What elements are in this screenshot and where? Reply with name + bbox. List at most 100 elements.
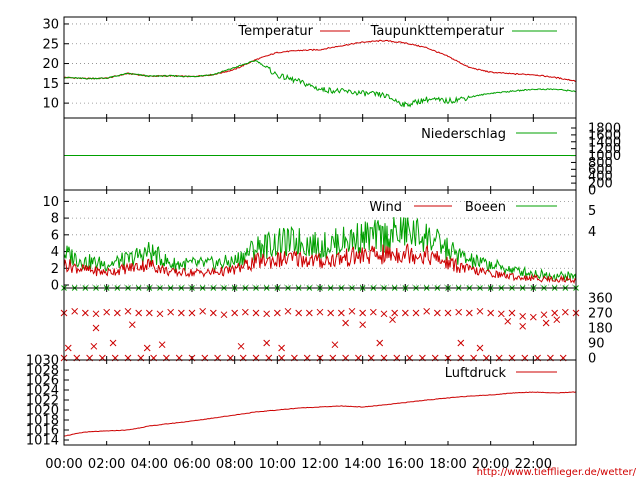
right-tick-label: 400 bbox=[588, 170, 613, 185]
direction-point bbox=[508, 309, 516, 317]
direction-point bbox=[145, 309, 153, 317]
x-tick-label: 20:00 bbox=[472, 457, 509, 472]
direction-point bbox=[295, 309, 303, 317]
direction-point bbox=[465, 309, 473, 317]
direction-point bbox=[209, 309, 217, 317]
direction-point bbox=[369, 308, 377, 316]
y-tick-label: 1030 bbox=[26, 354, 59, 369]
panel-frame bbox=[63, 287, 577, 361]
footer-url[interactable]: http://www.tiefflieger.de/wetter/ bbox=[477, 467, 637, 478]
y-tick-label: 1026 bbox=[26, 374, 59, 389]
direction-point bbox=[561, 308, 569, 316]
direction-point bbox=[71, 307, 79, 315]
x-tick-label: 08:00 bbox=[216, 457, 253, 472]
direction-point bbox=[103, 308, 111, 316]
direction-point bbox=[457, 339, 465, 347]
direction-point bbox=[263, 310, 271, 318]
legend-boeen: Boeen bbox=[465, 200, 506, 215]
wind-panel: Wind Boeen 0 2 4 68 10 5 4 bbox=[42, 190, 596, 294]
direction-point bbox=[124, 307, 132, 315]
direction-point bbox=[284, 307, 292, 315]
x-tick-label: 12:00 bbox=[301, 457, 338, 472]
y-tick-label: 1020 bbox=[26, 404, 59, 419]
direction-point bbox=[81, 309, 89, 317]
right-tick-label: 90 bbox=[588, 337, 605, 352]
y-tick-label: 6 bbox=[51, 228, 59, 243]
direction-point bbox=[143, 344, 151, 352]
direction-point bbox=[327, 309, 335, 317]
direction-point bbox=[389, 316, 396, 324]
direction-point bbox=[455, 308, 463, 316]
plot-frames bbox=[63, 16, 577, 446]
direction-point bbox=[92, 310, 100, 318]
direction-point bbox=[412, 309, 420, 317]
y-tick-label: 15 bbox=[42, 77, 59, 92]
direction-point bbox=[252, 309, 260, 317]
legend-luftdruck: Luftdruck bbox=[445, 366, 507, 381]
direction-point bbox=[135, 309, 143, 317]
direction-point bbox=[423, 307, 431, 315]
y-tick-label: 4 bbox=[51, 245, 59, 260]
direction-point bbox=[519, 322, 527, 330]
panel-frame bbox=[63, 359, 577, 446]
direction-point bbox=[113, 309, 121, 317]
legend-temperatur: Temperatur bbox=[237, 24, 313, 39]
direction-point bbox=[199, 307, 207, 315]
direction-point bbox=[237, 342, 245, 350]
direction-point bbox=[444, 309, 452, 317]
x-tick-label: 00:00 bbox=[45, 457, 82, 472]
x-tick-label: 22:00 bbox=[515, 457, 552, 472]
right-tick-label: 800 bbox=[588, 156, 613, 171]
direction-point bbox=[109, 339, 117, 347]
direction-point bbox=[156, 310, 164, 318]
y-tick-label: 1024 bbox=[26, 384, 59, 399]
direction-point bbox=[342, 319, 349, 327]
direction-point bbox=[316, 308, 324, 316]
direction-point bbox=[220, 311, 228, 319]
direction-point bbox=[331, 341, 339, 349]
pressure-panel: Luftdruck 101410161018102010221024102610… bbox=[26, 354, 577, 449]
x-tick-label: 04:00 bbox=[131, 457, 168, 472]
direction-point bbox=[476, 344, 484, 352]
right-tick-label: 360 bbox=[588, 292, 613, 307]
direction-point bbox=[64, 344, 72, 352]
direction-point bbox=[273, 309, 281, 317]
precipitation-panel: Niederschlag 020040060080010001200140016… bbox=[63, 118, 621, 199]
x-tick-label: 10:00 bbox=[259, 457, 296, 472]
legend-taupunkttemperatur: Taupunkttemperatur bbox=[370, 24, 505, 39]
direction-point bbox=[504, 317, 512, 325]
y-tick-label: 2 bbox=[51, 262, 59, 277]
right-tick-label: 1200 bbox=[588, 142, 621, 157]
direction-point bbox=[359, 321, 367, 329]
direction-point bbox=[241, 308, 249, 316]
y-tick-label: 10 bbox=[42, 97, 59, 112]
direction-point bbox=[177, 309, 185, 317]
right-tick-label: 0 bbox=[588, 184, 596, 199]
y-tick-label: 8 bbox=[51, 212, 59, 227]
direction-point bbox=[167, 308, 175, 316]
x-tick-label: 14:00 bbox=[344, 457, 381, 472]
direction-point bbox=[128, 321, 136, 329]
x-tick-label: 16:00 bbox=[387, 457, 424, 472]
boeen-line bbox=[63, 217, 577, 283]
direction-point bbox=[391, 309, 399, 317]
y-tick-label: 1016 bbox=[26, 424, 59, 439]
legend-wind: Wind bbox=[369, 200, 402, 215]
direction-point bbox=[529, 313, 537, 321]
direction-point bbox=[540, 311, 548, 319]
luftdruck-line bbox=[63, 391, 577, 437]
direction-point bbox=[231, 309, 239, 317]
x-tick-label: 02:00 bbox=[88, 457, 125, 472]
right-tick-label: 1400 bbox=[588, 135, 621, 150]
y-tick-label: 0 bbox=[51, 279, 59, 294]
right-tick-label: 1600 bbox=[588, 128, 621, 143]
direction-point bbox=[90, 342, 98, 350]
right-tick-label: 600 bbox=[588, 163, 613, 178]
right-tick-label: 4 bbox=[588, 225, 596, 240]
y-tick-label: 30 bbox=[42, 17, 59, 32]
direction-point bbox=[433, 309, 441, 317]
y-tick-label: 1028 bbox=[26, 364, 59, 379]
y-tick-label: 1022 bbox=[26, 394, 59, 409]
direction-point bbox=[359, 309, 367, 317]
